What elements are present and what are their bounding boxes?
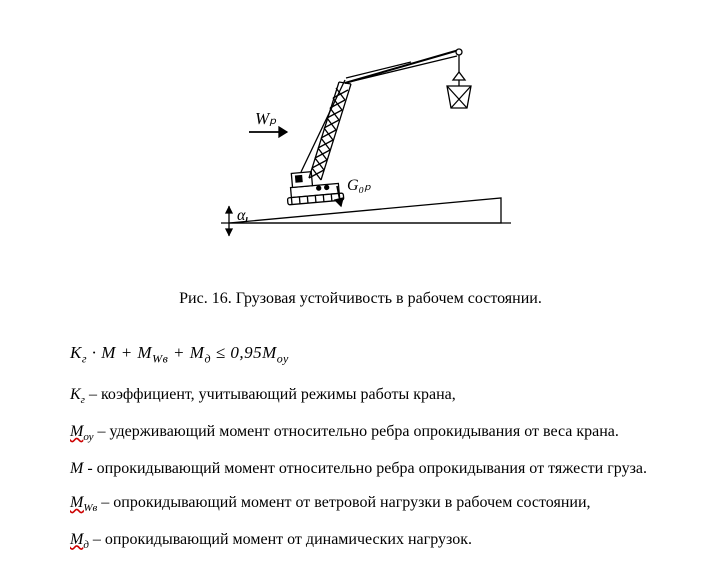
def-kg: Kг – коэффициент, учитывающий режимы раб… (70, 384, 691, 409)
formula-mid2: + М (168, 343, 204, 362)
stability-formula: Kг · M + MWв + Мд ≤ 0,95Mоу (70, 343, 691, 366)
label-alpha: α (237, 207, 246, 224)
def-mwv: MWв – опрокидывающий момент от ветровой … (70, 492, 691, 517)
formula-rel: ≤ 0,95M (211, 343, 277, 362)
formula-mid1-sub: Wв (152, 351, 168, 365)
def-moy: Mоу – удерживающий момент относительно р… (70, 421, 691, 446)
label-wp: Wₚ (255, 109, 277, 128)
crane-diagram-svg: Wₚ G₀ₚ α (201, 20, 521, 250)
label-gop: G₀ₚ (347, 177, 371, 194)
figure-caption: Рис. 16. Грузовая устойчивость в рабочем… (30, 290, 691, 308)
formula-kg: Kг (70, 343, 87, 362)
def-md: Mд – опрокидывающий момент от динамическ… (70, 529, 691, 554)
formula-mid1: · M + M (87, 343, 152, 362)
crane-figure: Wₚ G₀ₚ α (30, 20, 691, 255)
def-m: М - опрокидывающий момент относительно р… (30, 458, 691, 480)
formula-rhs-sub: оу (277, 351, 289, 365)
